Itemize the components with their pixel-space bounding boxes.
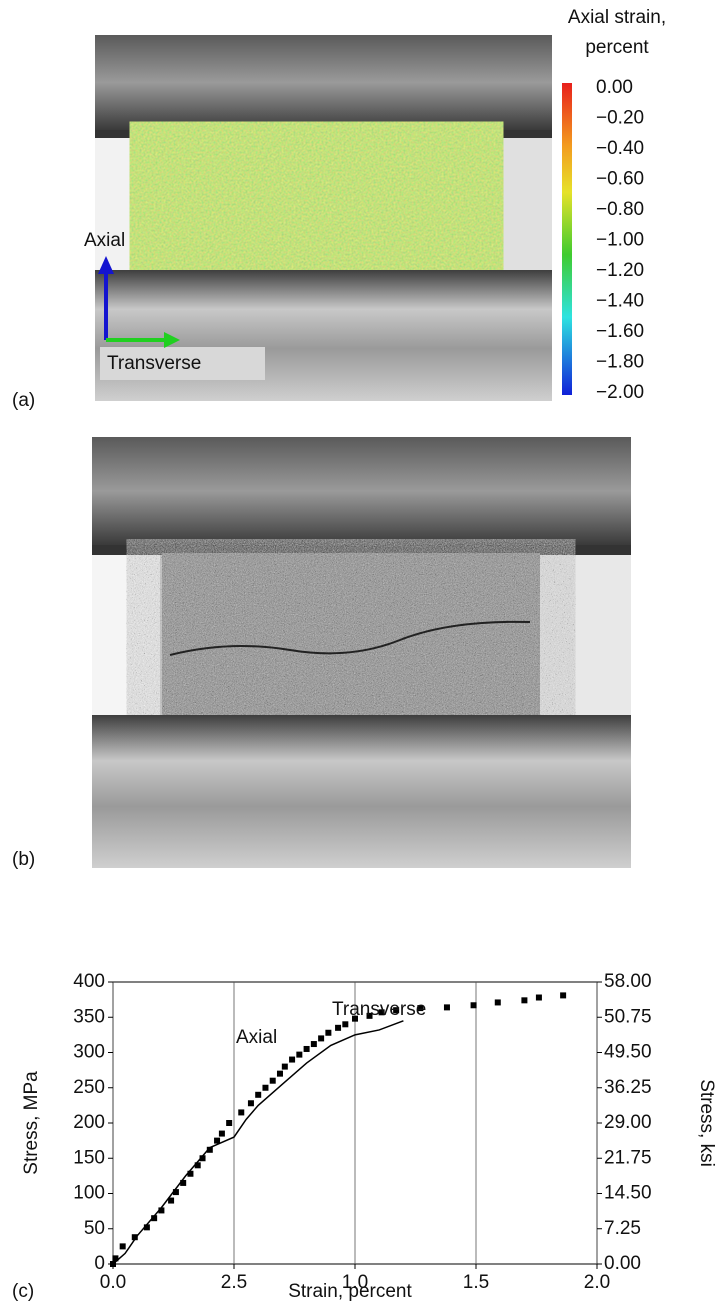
y-tick-label: 0 [94,1253,105,1274]
data-line [112,1020,404,1265]
y2-tick-label: 58.00 [604,971,652,992]
colorbar-title: Axial strain, [568,7,666,28]
data-point [262,1084,269,1091]
data-point [521,997,528,1004]
panel-label: (c) [12,1281,34,1302]
axial-arrow-label: Axial [84,230,125,251]
data-point [269,1077,276,1084]
colorbar-tick-label: −0.20 [596,108,644,129]
data-point [560,992,567,999]
series-label: Axial [236,1027,277,1048]
colorbar-tick-label: −0.80 [596,199,644,220]
data-point [276,1070,283,1077]
y2-tick-label: 21.75 [604,1147,652,1168]
y2-tick-label: 29.00 [604,1112,652,1133]
panel-label: (a) [12,390,35,411]
y2-tick-label: 36.25 [604,1077,652,1098]
photo-a [95,35,552,401]
y2-tick-label: 50.75 [604,1006,652,1027]
data-point [310,1041,317,1048]
colorbar-tick-label: −0.60 [596,169,644,190]
data-point [443,1004,450,1011]
data-point [255,1091,262,1098]
colorbar-tick-label: −2.00 [596,382,644,403]
data-point [303,1045,310,1052]
x-tick-label: 1.5 [463,1272,489,1293]
colorbar-tick-label: −1.20 [596,260,644,281]
data-point [289,1056,296,1063]
data-point [470,1002,477,1009]
colorbar-tick-label: −1.40 [596,291,644,312]
y2-tick-label: 14.50 [604,1183,652,1204]
data-point [131,1234,138,1241]
data-point [143,1224,150,1231]
data-point [281,1063,288,1070]
y-tick-label: 400 [73,971,105,992]
data-point [119,1243,126,1250]
data-point [238,1109,245,1116]
data-point [352,1015,358,1022]
data-point [226,1120,233,1126]
data-point [366,1012,373,1019]
data-point [151,1215,158,1222]
data-point [218,1130,225,1137]
x-axis-title: Strain, percent [288,1281,412,1302]
data-point [172,1189,179,1196]
data-point [393,1007,400,1014]
y-tick-label: 150 [73,1147,105,1168]
data-point [325,1029,332,1036]
colorbar-tick-label: −0.40 [596,138,644,159]
data-point [318,1035,325,1042]
data-point [296,1051,303,1058]
x-tick-label: 2.0 [584,1272,610,1293]
y-tick-label: 100 [73,1183,105,1204]
y-axis-title: Stress, MPa [21,1071,42,1175]
photo-b [92,437,631,868]
data-point [417,1005,424,1012]
series-label: Transverse [332,999,426,1020]
data-point [158,1207,165,1214]
x-tick-label: 2.5 [221,1272,247,1293]
data-point [187,1170,194,1177]
data-point [112,1255,119,1262]
y-tick-label: 250 [73,1077,105,1098]
data-point [247,1100,254,1107]
colorbar-tick-label: −1.60 [596,321,644,342]
y2-axis-title: Stress, ksi [696,1079,717,1167]
data-point [199,1155,206,1162]
data-point [206,1146,213,1153]
y2-tick-label: 49.50 [604,1042,652,1063]
y2-tick-label: 0.00 [604,1253,641,1274]
colorbar-tick-label: −1.80 [596,352,644,373]
transverse-arrow-label: Transverse [107,353,201,374]
colorbar-tick-label: 0.00 [596,77,633,98]
data-point [335,1024,342,1031]
data-point [378,1009,385,1016]
data-point [168,1197,175,1204]
y-tick-label: 350 [73,1006,105,1027]
panel-label: (b) [12,849,35,870]
colorbar [562,83,572,395]
y-tick-label: 200 [73,1112,105,1133]
data-point [342,1021,349,1028]
data-point [194,1162,201,1169]
data-point [494,999,501,1006]
data-point [214,1137,221,1144]
data-point [180,1179,187,1186]
y-tick-label: 300 [73,1042,105,1063]
y-tick-label: 50 [84,1218,105,1239]
colorbar-tick-label: −1.00 [596,230,644,251]
x-tick-label: 1.0 [342,1272,368,1293]
y2-tick-label: 7.25 [604,1218,641,1239]
data-point [535,994,542,1001]
colorbar-title: percent [585,37,649,58]
x-tick-label: 0.0 [100,1272,126,1293]
